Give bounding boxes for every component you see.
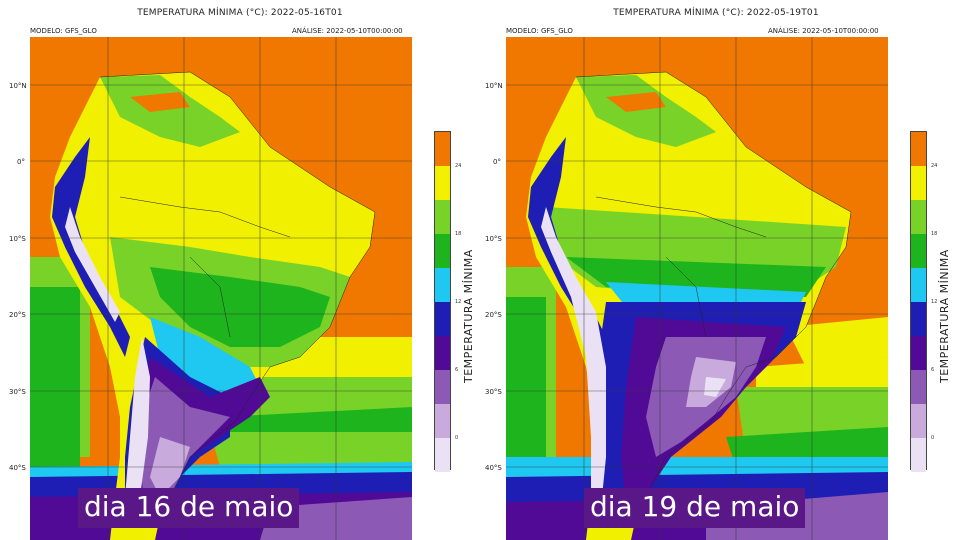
map-panel-right: TEMPERATURA MÍNIMA (°C): 2022-05-19T01 M… xyxy=(476,0,956,540)
colorbar-band xyxy=(435,438,450,472)
colorbar-tick: 12 xyxy=(455,299,462,305)
colorbar-tick: 0 xyxy=(931,435,935,441)
lat-label-20s: 20°S xyxy=(485,311,502,319)
analysis-label: ANÁLISE: 2022-05-10T00:00:00 xyxy=(768,27,879,35)
lat-label-0: 0° xyxy=(493,158,501,166)
caption: dia 16 de maio xyxy=(78,488,300,528)
colorbar-tick: 6 xyxy=(931,367,935,373)
model-label: MODELO: GFS_GLO xyxy=(506,27,573,35)
colorbar-band xyxy=(435,370,450,404)
colorbar-band xyxy=(911,336,926,370)
temperature-map xyxy=(506,37,888,540)
lat-label-20s: 20°S xyxy=(9,311,26,319)
temperature-map xyxy=(30,37,412,540)
colorbar xyxy=(434,131,451,472)
colorbar-band xyxy=(435,302,450,336)
analysis-label: ANÁLISE: 2022-05-10T00:00:00 xyxy=(292,27,403,35)
colorbar-band xyxy=(435,404,450,438)
colorbar-band xyxy=(911,200,926,234)
colorbar-band xyxy=(435,336,450,370)
colorbar-tick: 18 xyxy=(931,231,938,237)
caption: dia 19 de maio xyxy=(584,488,806,528)
colorbar-band xyxy=(911,268,926,302)
colorbar-tick: 24 xyxy=(455,163,462,169)
colorbar-band xyxy=(911,302,926,336)
colorbar-band xyxy=(435,132,450,166)
model-label: MODELO: GFS_GLO xyxy=(30,27,97,35)
lat-label-30s: 30°S xyxy=(9,388,26,396)
colorbar-band xyxy=(435,166,450,200)
colorbar-band xyxy=(911,166,926,200)
colorbar-band xyxy=(435,200,450,234)
panel-title: TEMPERATURA MÍNIMA (°C): 2022-05-19T01 xyxy=(613,8,819,18)
colorbar-label: TEMPERATURA MÍNIMA xyxy=(462,249,475,383)
colorbar-tick: 6 xyxy=(455,367,459,373)
map-panel-left: TEMPERATURA MÍNIMA (°C): 2022-05-16T01 M… xyxy=(9,8,475,540)
lat-label-40s: 40°S xyxy=(9,464,26,472)
colorbar-band xyxy=(435,234,450,268)
colorbar-band xyxy=(911,438,926,472)
colorbar-tick: 12 xyxy=(931,299,938,305)
lat-label-10s: 10°S xyxy=(485,235,502,243)
colorbar-label: TEMPERATURA MÍNIMA xyxy=(938,249,951,383)
lat-label-40s: 40°S xyxy=(485,464,502,472)
panel-title: TEMPERATURA MÍNIMA (°C): 2022-05-16T01 xyxy=(137,8,343,18)
colorbar-tick: 0 xyxy=(455,435,459,441)
colorbar-band xyxy=(911,404,926,438)
lat-label-10n: 10°N xyxy=(9,82,27,90)
colorbar-band xyxy=(911,234,926,268)
colorbar-band xyxy=(911,132,926,166)
lat-label-0: 0° xyxy=(17,158,25,166)
lat-label-10n: 10°N xyxy=(485,82,503,90)
lat-label-10s: 10°S xyxy=(9,235,26,243)
lat-label-30s: 30°S xyxy=(485,388,502,396)
colorbar-band xyxy=(435,268,450,302)
colorbar-tick: 18 xyxy=(455,231,462,237)
colorbar-tick: 24 xyxy=(931,163,938,169)
colorbar xyxy=(910,131,927,472)
colorbar-band xyxy=(911,370,926,404)
